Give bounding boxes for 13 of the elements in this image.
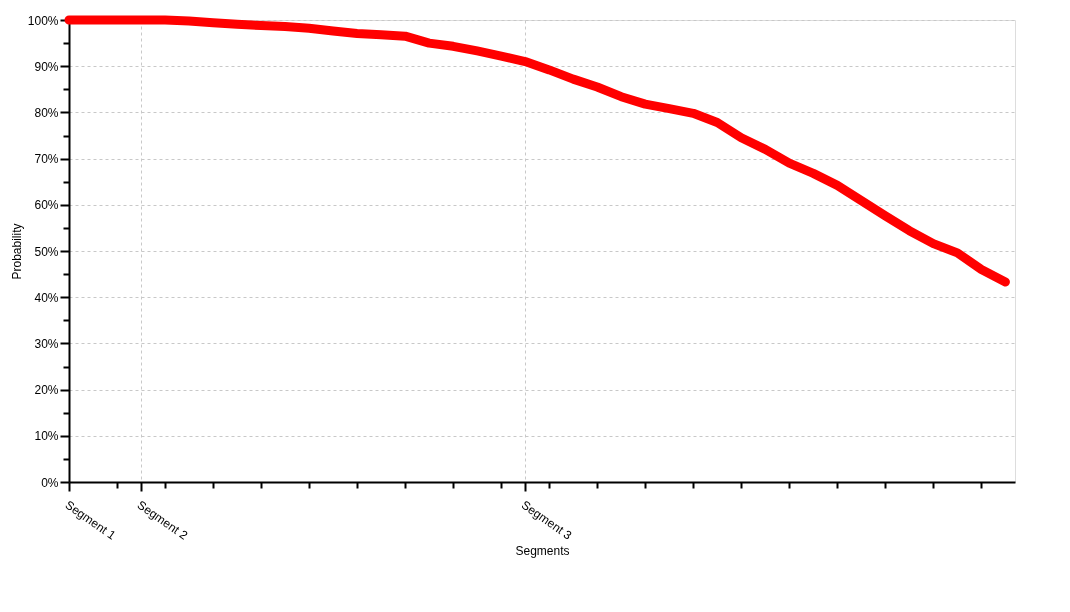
y-tick-label: 0%: [41, 475, 59, 490]
y-tick-label: 40%: [34, 290, 59, 305]
y-tick-label: 10%: [34, 429, 59, 444]
y-axis-title: Probability: [9, 223, 24, 280]
y-tick-label: 50%: [34, 244, 59, 259]
y-tick-label: 60%: [34, 198, 59, 213]
y-tick-label: 30%: [34, 336, 59, 351]
x-axis-title: Segments: [515, 543, 570, 558]
y-tick-label: 100%: [27, 13, 59, 28]
y-tick-label: 80%: [34, 105, 59, 120]
y-tick-label: 70%: [34, 152, 59, 167]
y-tick-label: 20%: [34, 383, 59, 398]
y-tick-label: 90%: [34, 59, 59, 74]
